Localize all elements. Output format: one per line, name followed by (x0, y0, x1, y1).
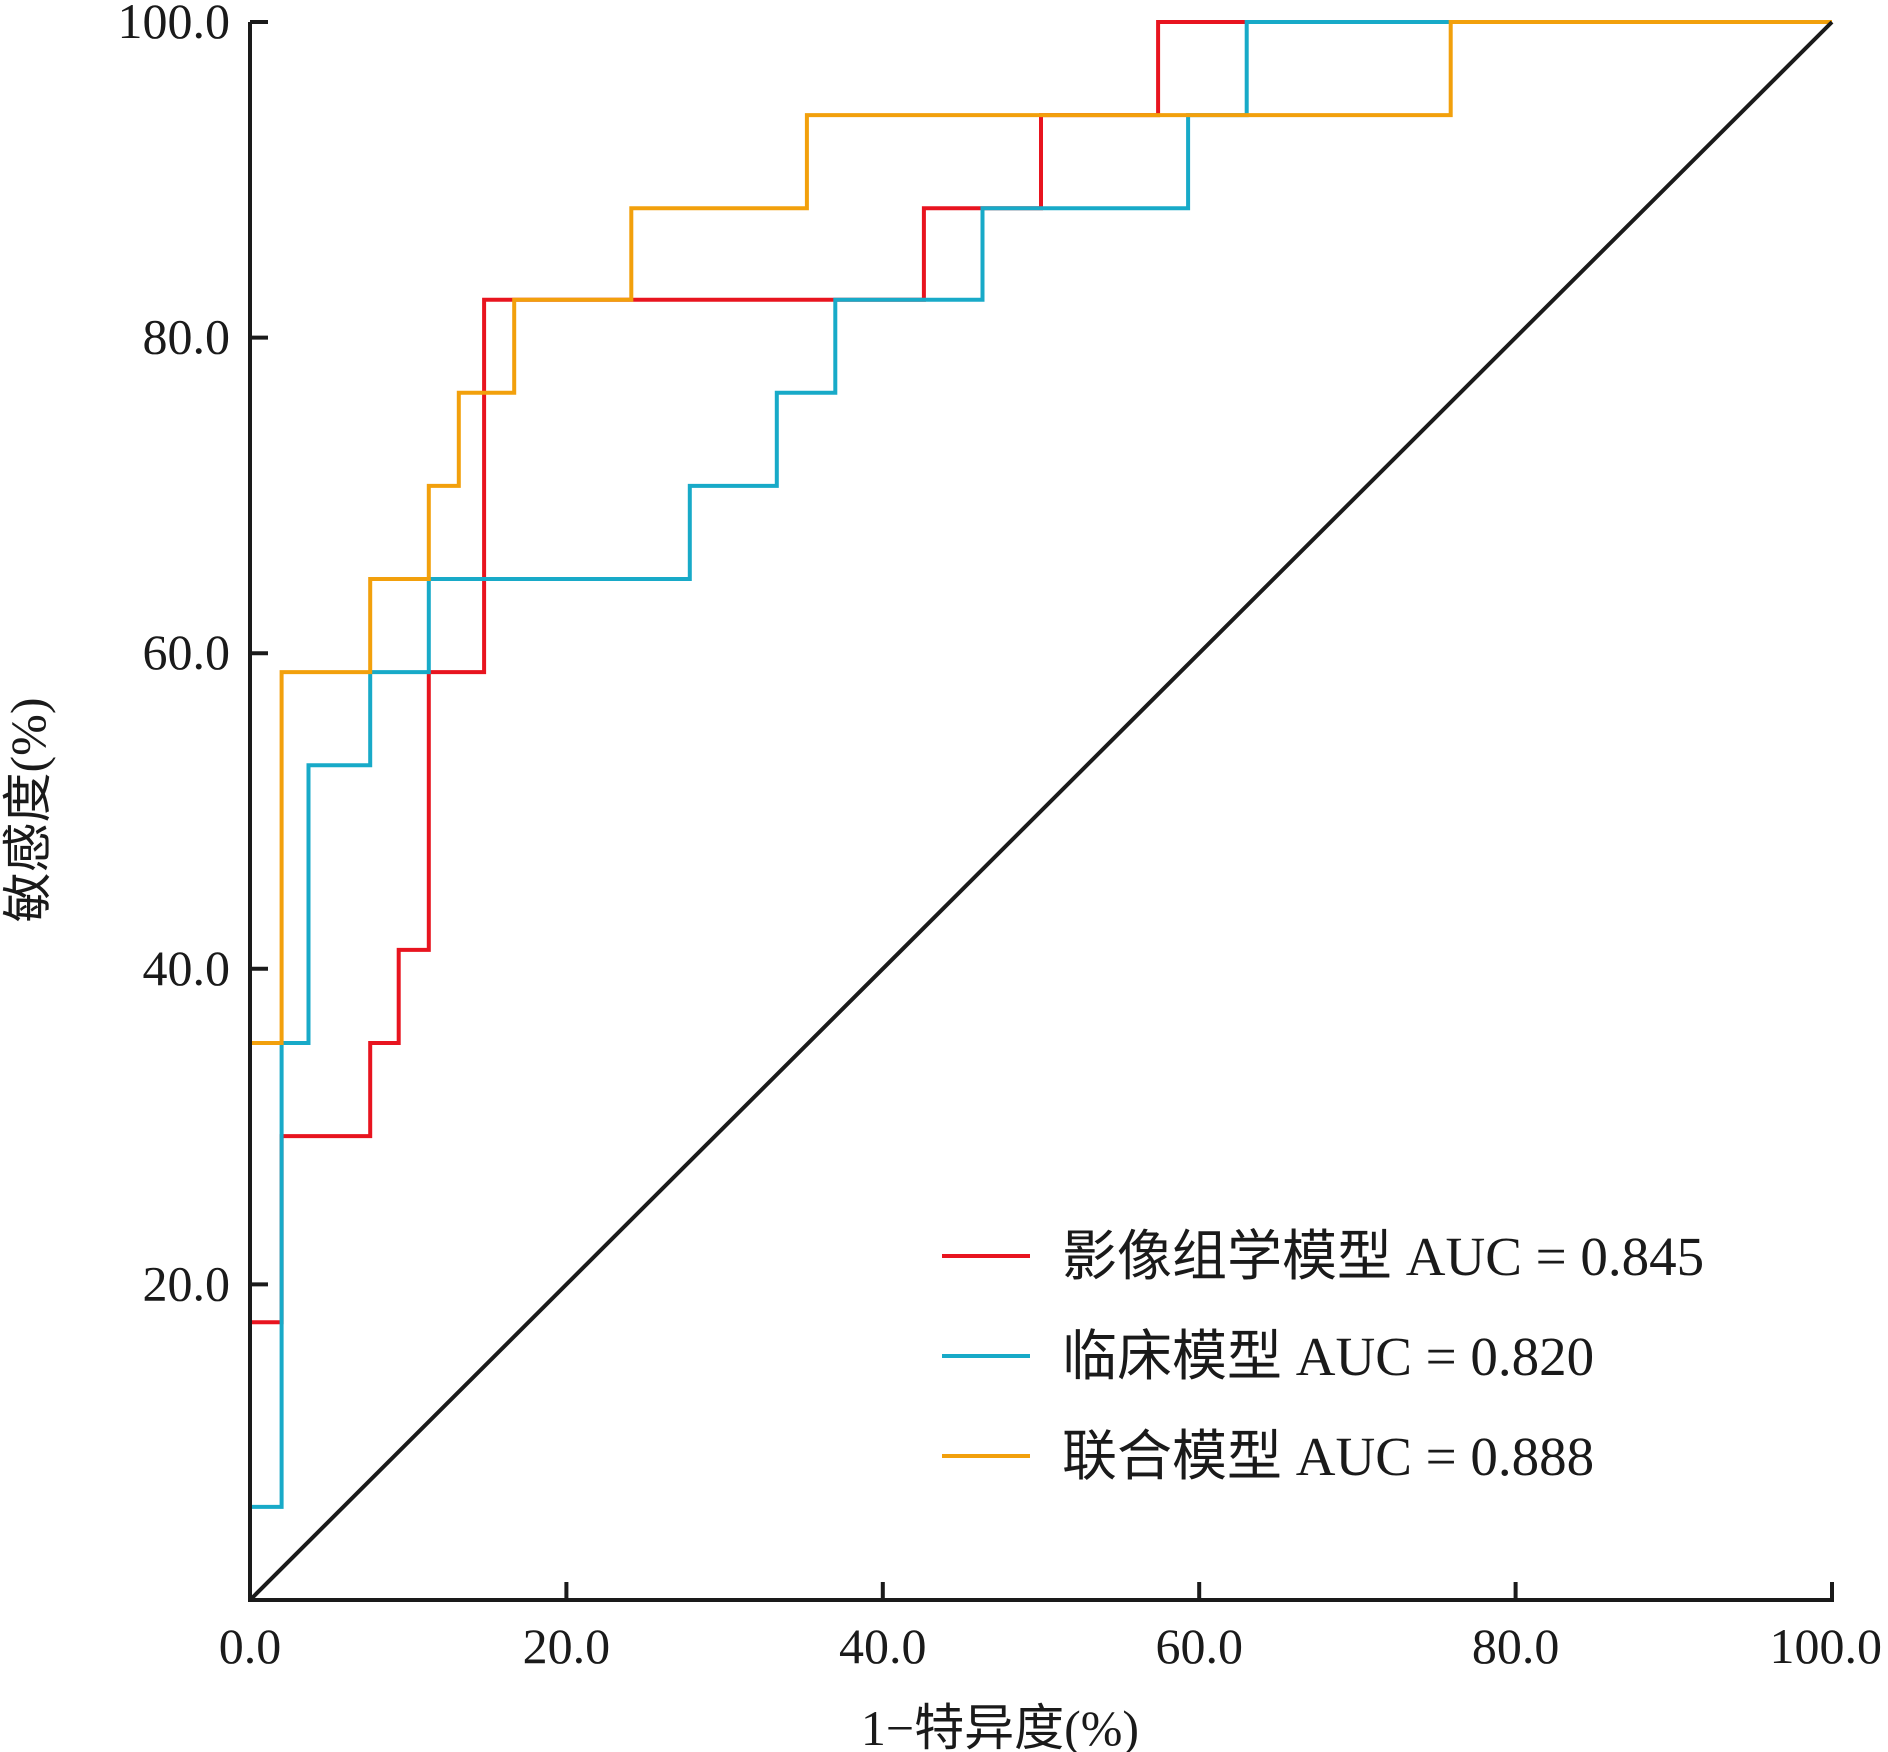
ticks-group: 0.0 20.0 40.0 60.0 80.0 100.0 20.0 40.0 60.0 80.0… (118, 0, 1883, 1674)
roc-curve-2 (248, 20, 1832, 1600)
x-tick-label: 80.0 (1472, 1618, 1560, 1674)
plot-series-group (248, 20, 1834, 1602)
x-tick-label: 100.0 (1770, 1618, 1883, 1674)
y-tick-label: 40.0 (143, 940, 231, 996)
y-tick-label: 100.0 (118, 0, 231, 49)
legend-label: 临床模型 AUC = 0.820 (1062, 1326, 1594, 1387)
y-tick-label: 60.0 (143, 624, 231, 680)
y-axis-label: 敏感度(%) (0, 698, 56, 923)
axes-group (248, 22, 1834, 1602)
x-axis-label: 1−特异度(%) (861, 1700, 1139, 1752)
y-tick-label: 20.0 (143, 1255, 231, 1311)
x-tick-label: 20.0 (523, 1618, 611, 1674)
x-tick-label: 0.0 (219, 1618, 282, 1674)
x-tick-label: 40.0 (839, 1618, 927, 1674)
reference-diagonal-line (248, 20, 1834, 1602)
y-tick-label: 80.0 (143, 309, 231, 365)
x-tick-label: 60.0 (1155, 1618, 1243, 1674)
legend-label: 联合模型 AUC = 0.888 (1062, 1426, 1594, 1487)
legend: 影像组学模型 AUC = 0.845 临床模型 AUC = 0.820 联合模型 A… (942, 1226, 1704, 1487)
roc-curve-3 (248, 20, 1832, 1600)
legend-label: 影像组学模型 AUC = 0.845 (1062, 1226, 1704, 1287)
